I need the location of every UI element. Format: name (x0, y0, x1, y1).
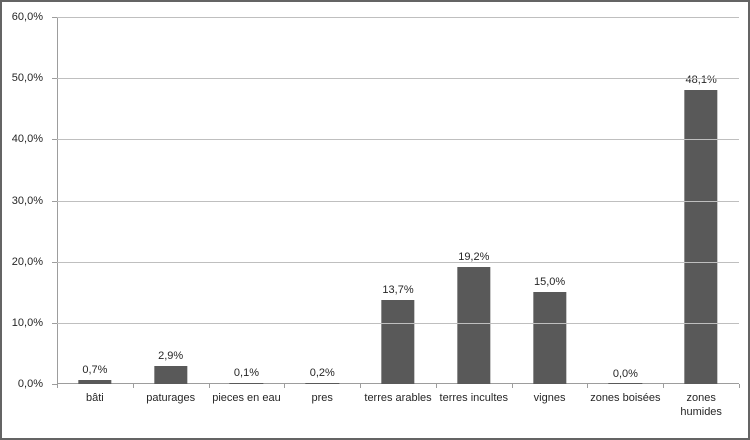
y-axis-tick (52, 139, 57, 141)
category-label: paturages (146, 392, 196, 404)
gridline (57, 322, 739, 324)
category-label: zones boisées (590, 392, 661, 404)
y-axis-tick (52, 78, 57, 80)
y-axis-tick-label: 0,0% (17, 378, 43, 390)
bar (78, 379, 112, 384)
y-axis-tick (52, 261, 57, 263)
category-slot: 19,2% terres incultes (436, 17, 512, 404)
x-axis-tick (132, 384, 134, 388)
category-slot: 0,1% pieces en eau (209, 17, 285, 404)
x-axis-tick (360, 384, 362, 388)
y-axis-tick-label: 60,0% (11, 11, 43, 23)
bar (229, 383, 264, 384)
bar-value-label: 0,0% (612, 368, 638, 380)
bar-value-label: 0,2% (309, 366, 335, 379)
category-label: terres incultes (439, 392, 509, 404)
y-axis-tick-label: 30,0% (11, 194, 43, 207)
y-axis-tick (52, 384, 57, 385)
category-label: bâti (86, 392, 104, 404)
y-axis-labels: 0,0% 10,0% 20,0% 30,0% 40,0% 50,0% 60,0% (2, 11, 50, 390)
category-slot: 2,9% paturages (133, 17, 209, 404)
x-axis-tick (57, 384, 58, 388)
category-slot: 0,2% pres (284, 17, 360, 404)
category-label: pres (311, 392, 333, 404)
bar-value-label: 0,7% (82, 363, 108, 376)
category-slot: 48,1% zones humides (663, 17, 739, 419)
gridline (57, 17, 739, 18)
category-slot: 15,0% vignes (512, 17, 588, 404)
y-axis-tick (52, 200, 57, 202)
gridline (57, 139, 739, 141)
x-axis-tick (511, 384, 513, 388)
bar-value-label: 19,2% (458, 250, 490, 263)
bar (305, 382, 339, 384)
bar-value-label: 13,7% (382, 284, 414, 297)
bar (457, 266, 491, 384)
bar-value-label: 48,1% (685, 73, 717, 86)
category-slot: 0,7% bâti (57, 17, 133, 404)
y-axis-tick-label: 10,0% (11, 316, 43, 329)
category-slot: 13,7% terres arables (360, 17, 436, 404)
y-axis-tick-label: 20,0% (11, 255, 43, 268)
x-axis-tick (587, 384, 589, 388)
category-slot: 0,0% zones boisées (587, 17, 663, 404)
y-axis-tick-label: 50,0% (11, 72, 43, 85)
x-axis-tick (208, 384, 210, 388)
x-axis-tick (435, 384, 437, 388)
bar (532, 292, 567, 384)
x-axis-tick (284, 384, 286, 388)
bar (608, 383, 643, 384)
y-axis-tick (52, 17, 57, 18)
bar-value-label: 15,0% (533, 276, 566, 289)
bar (154, 366, 188, 384)
plot-slots: 0,7% bâti 2,9% paturages 0,1% pieces en eau 0,… (57, 17, 739, 419)
bar (684, 89, 718, 384)
bar-value-label: 2,9% (158, 350, 184, 363)
category-label: terres arables (364, 392, 432, 404)
y-axis-tick (52, 322, 57, 324)
x-axis-tick (739, 384, 740, 388)
x-axis-tick (663, 384, 665, 388)
bar (381, 300, 415, 384)
category-label: vignes (533, 392, 566, 404)
gridline (57, 78, 739, 80)
category-label: zones humides (680, 392, 722, 419)
gridline (57, 261, 739, 263)
plot-area: 0,7% bâti 2,9% paturages 0,1% pieces en eau 0,… (52, 17, 740, 419)
category-label: pieces en eau (212, 392, 281, 404)
y-axis-tick-label: 40,0% (11, 133, 43, 146)
gridline (57, 200, 739, 202)
y-axis-line (57, 17, 58, 388)
bar-value-label: 0,1% (233, 367, 259, 380)
